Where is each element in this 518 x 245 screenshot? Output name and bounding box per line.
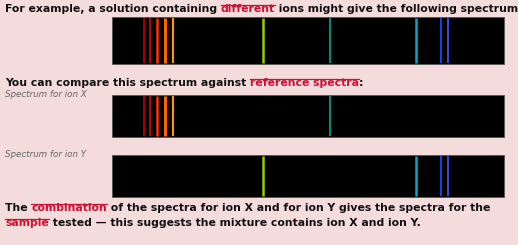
Text: sample: sample: [5, 218, 49, 228]
Text: combination: combination: [32, 203, 107, 213]
Text: reference spectra: reference spectra: [250, 78, 359, 88]
Text: For example, a solution containing: For example, a solution containing: [5, 4, 221, 14]
Bar: [112, 17, 504, 64]
Text: different: different: [221, 4, 275, 14]
Text: :: :: [359, 78, 364, 88]
Text: You can compare this spectrum against: You can compare this spectrum against: [5, 78, 250, 88]
Text: Spectrum for ion X: Spectrum for ion X: [5, 90, 87, 99]
Text: of the spectra for ion X and for ion Y gives the spectra for the: of the spectra for ion X and for ion Y g…: [107, 203, 491, 213]
Text: The: The: [5, 203, 32, 213]
Text: tested — this suggests the mixture contains ion X and ion Y.: tested — this suggests the mixture conta…: [49, 218, 421, 228]
Bar: [112, 95, 504, 137]
Bar: [112, 155, 504, 197]
Text: ions might give the following spectrum:: ions might give the following spectrum:: [275, 4, 518, 14]
Text: Spectrum for ion Y: Spectrum for ion Y: [5, 150, 86, 159]
